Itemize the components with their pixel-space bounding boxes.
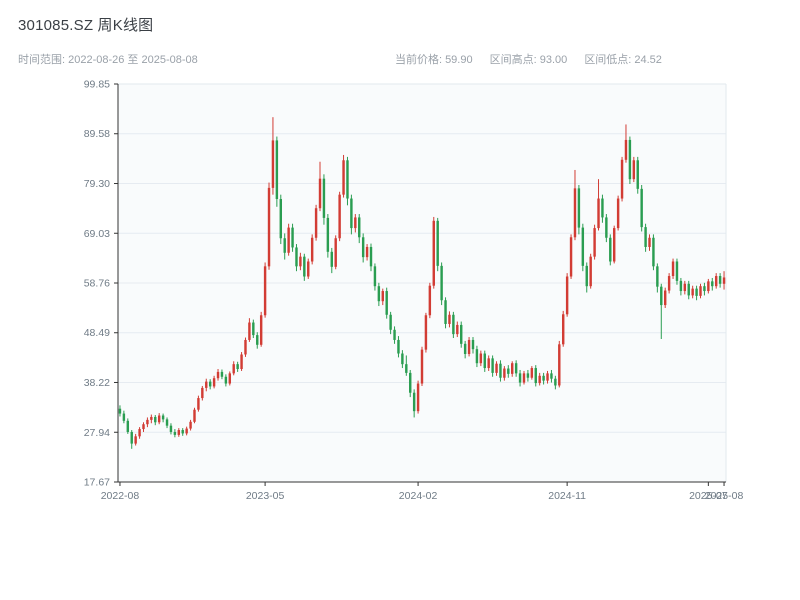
svg-text:38.22: 38.22	[84, 377, 110, 389]
chart-header: 301085.SZ 周K线图 时间范围: 2022-08-26 至 2025-0…	[0, 0, 800, 80]
svg-text:27.94: 27.94	[84, 427, 110, 439]
stat-label: 区间高点:	[489, 54, 537, 66]
svg-text:69.03: 69.03	[84, 228, 110, 240]
svg-text:2022-08: 2022-08	[101, 490, 140, 502]
stat-current-price: 当前价格: 59.90	[395, 54, 473, 66]
svg-text:2024-02: 2024-02	[399, 490, 438, 502]
stat-value: 59.90	[445, 54, 473, 66]
svg-text:2024-11: 2024-11	[548, 490, 586, 502]
stat-value: 93.00	[539, 54, 568, 66]
svg-text:89.58: 89.58	[84, 128, 110, 140]
stat-label: 区间低点:	[584, 54, 632, 66]
stat-label: 当前价格:	[395, 54, 443, 66]
svg-text:2025-08: 2025-08	[705, 490, 744, 502]
svg-text:17.67: 17.67	[84, 477, 110, 489]
stat-value: 24.52	[634, 54, 662, 66]
stats-row: 当前价格: 59.90 区间高点: 93.00 区间低点: 24.52	[395, 51, 676, 67]
stat-range-high: 区间高点: 93.00	[490, 54, 568, 66]
svg-text:48.49: 48.49	[84, 327, 110, 339]
svg-text:2025-07: 2025-07	[689, 490, 728, 502]
page-title: 301085.SZ 周K线图	[18, 17, 154, 34]
svg-text:99.85: 99.85	[84, 79, 110, 91]
time-range-label: 时间范围: 2022-08-26 至 2025-08-08	[18, 54, 198, 66]
stat-range-low: 区间低点: 24.52	[584, 54, 662, 66]
svg-text:2023-05: 2023-05	[246, 490, 285, 502]
svg-text:79.30: 79.30	[84, 178, 110, 190]
svg-text:58.76: 58.76	[84, 278, 110, 290]
